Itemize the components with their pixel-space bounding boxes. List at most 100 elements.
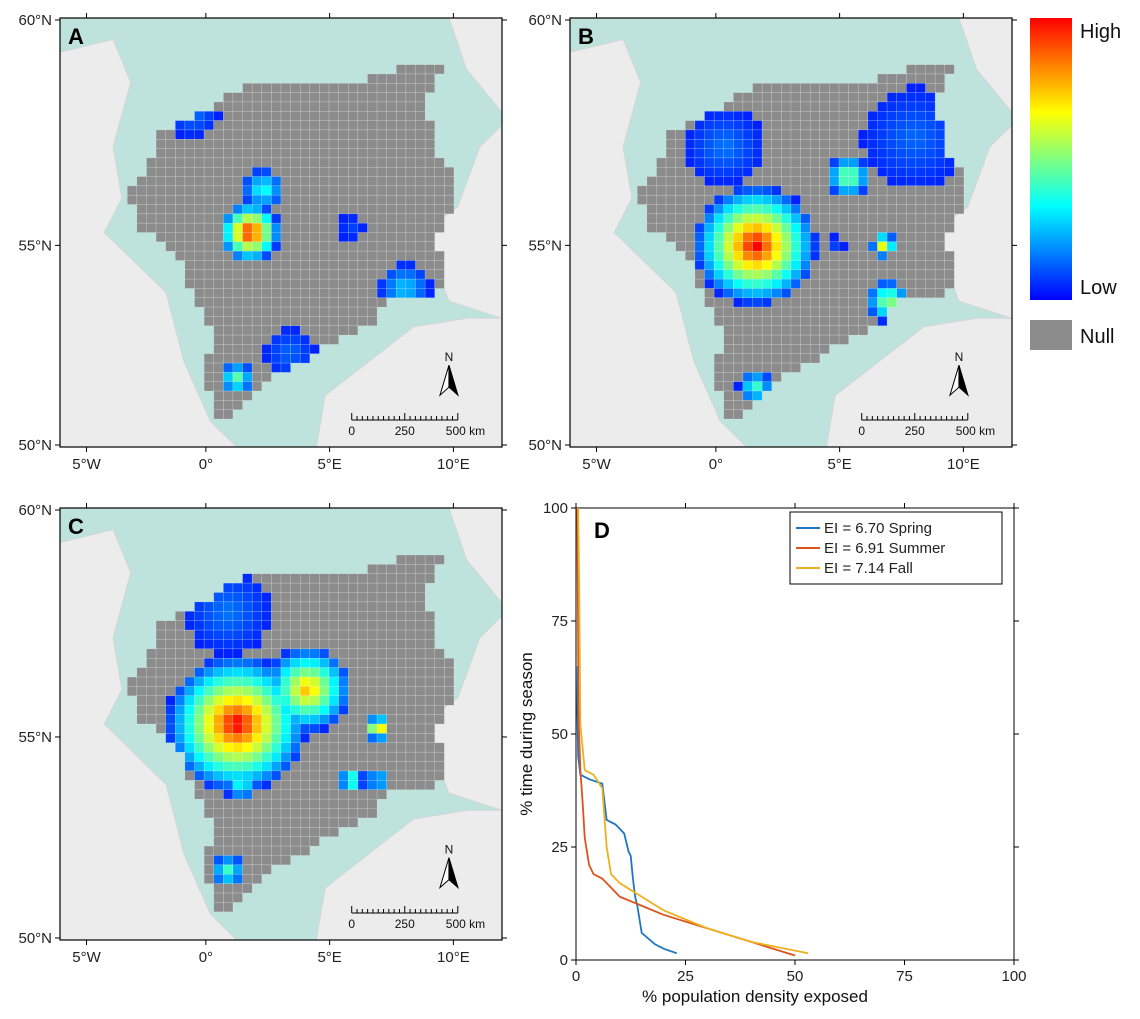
grid-cell xyxy=(713,194,724,205)
grid-cell xyxy=(396,111,407,121)
grid-cell xyxy=(357,751,368,762)
grid-cell xyxy=(848,148,859,159)
grid-cell xyxy=(232,194,243,205)
grid-cell xyxy=(656,204,667,215)
grid-cell xyxy=(809,269,821,280)
grid-cell xyxy=(232,855,243,866)
grid-cell xyxy=(165,232,176,243)
grid-cell xyxy=(261,213,272,224)
grid-cell xyxy=(232,667,243,678)
grid-cell xyxy=(299,166,311,177)
grid-cell xyxy=(242,204,253,215)
grid-cell xyxy=(348,83,359,93)
grid-cell xyxy=(424,573,435,584)
grid-cell xyxy=(367,316,378,327)
grid-cell xyxy=(261,620,272,631)
grid-cell xyxy=(271,260,282,271)
grid-cell xyxy=(386,573,397,584)
grid-cell xyxy=(213,213,224,224)
grid-cell xyxy=(781,316,792,327)
grid-cell xyxy=(280,204,291,215)
grid-cell xyxy=(271,278,282,289)
grid-cell xyxy=(251,648,263,659)
grid-cell xyxy=(386,194,397,205)
grid-cell xyxy=(675,222,686,233)
grid-cell xyxy=(415,751,426,762)
grid-cell xyxy=(790,232,801,243)
grid-cell xyxy=(415,213,426,224)
grid-cell xyxy=(733,353,744,364)
grid-cell xyxy=(819,120,830,131)
grid-cell xyxy=(800,316,811,327)
grid-cell xyxy=(915,92,926,103)
grid-cell xyxy=(328,827,339,837)
grid-cell xyxy=(184,148,195,159)
grid-cell xyxy=(261,232,272,243)
grid-cell xyxy=(838,213,849,224)
grid-cell xyxy=(733,400,744,410)
grid-cell xyxy=(877,288,888,299)
grid-cell xyxy=(819,148,830,159)
grid-cell xyxy=(280,676,291,687)
grid-cell xyxy=(424,554,435,565)
grid-cells xyxy=(127,64,455,420)
grid-cell xyxy=(752,185,763,196)
grid-cell xyxy=(925,269,936,280)
grid-cell xyxy=(761,138,773,149)
grid-cell xyxy=(954,204,965,215)
grid-cell xyxy=(261,297,272,308)
grid-cell xyxy=(405,667,416,678)
grid-cell xyxy=(424,204,435,215)
grid-cell xyxy=(656,176,667,187)
grid-cell xyxy=(357,742,368,753)
grid-cell xyxy=(328,798,339,809)
grid-cell xyxy=(396,676,407,687)
grid-cell xyxy=(357,194,368,205)
legend-entry: EI = 6.91 Summer xyxy=(824,540,945,557)
grid-cell xyxy=(877,194,888,205)
scale-bar-label: 500 km xyxy=(446,917,485,931)
panel-label: B xyxy=(578,24,594,49)
grid-cell xyxy=(271,185,282,196)
grid-cell xyxy=(376,157,387,168)
grid-cell xyxy=(309,573,320,584)
grid-cell xyxy=(790,278,801,289)
grid-cell xyxy=(223,213,234,224)
grid-cell xyxy=(733,250,744,261)
grid-cell xyxy=(415,204,426,215)
grid-cell xyxy=(319,667,330,678)
grid-cell xyxy=(223,288,234,299)
grid-cell xyxy=(299,798,311,809)
y-tick-label: 50 xyxy=(551,726,568,743)
grid-cell xyxy=(367,639,378,650)
lon-label: 5°E xyxy=(317,456,341,473)
grid-cell xyxy=(386,733,397,744)
grid-cell xyxy=(877,83,888,93)
grid-cell xyxy=(280,592,291,603)
grid-cell xyxy=(694,241,705,252)
grid-cell xyxy=(685,250,696,261)
grid-cell xyxy=(723,269,734,280)
grid-cell xyxy=(809,241,821,252)
grid-cell xyxy=(338,780,349,790)
grid-cell xyxy=(271,855,282,866)
grid-cell xyxy=(261,864,272,875)
grid-cell xyxy=(396,185,407,196)
grid-cell xyxy=(386,120,397,131)
grid-cell xyxy=(742,316,753,327)
grid-cell xyxy=(203,148,214,159)
grid-cell xyxy=(415,770,426,781)
grid-cell xyxy=(203,250,214,261)
grid-cell xyxy=(848,297,859,308)
grid-cell xyxy=(223,658,234,668)
grid-cell xyxy=(309,695,320,706)
grid-cell xyxy=(280,827,291,837)
grid-cell xyxy=(694,176,705,187)
grid-cell xyxy=(925,148,936,159)
grid-cell xyxy=(781,166,792,177)
grid-cell xyxy=(781,344,792,354)
grid-cell xyxy=(251,213,263,224)
grid-cell xyxy=(415,92,426,103)
grid-cell xyxy=(223,278,234,289)
grid-cell xyxy=(877,204,888,215)
